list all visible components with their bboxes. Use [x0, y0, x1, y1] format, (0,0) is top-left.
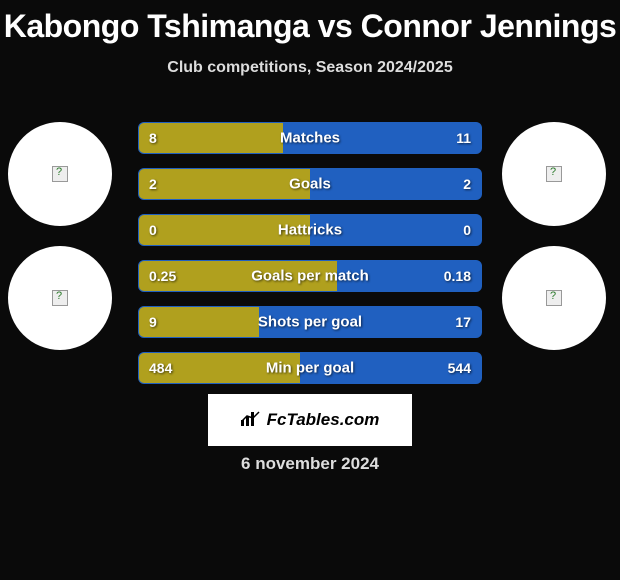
left-player-avatar	[8, 122, 112, 226]
stat-label: Shots per goal	[139, 314, 481, 331]
comparison-bars: 811Matches 22Goals 00Hattricks 0.250.18Goal…	[138, 122, 482, 398]
stat-label: Hattricks	[139, 222, 481, 239]
placeholder-icon	[546, 290, 562, 306]
placeholder-icon	[52, 290, 68, 306]
stat-label: Matches	[139, 130, 481, 147]
left-player-avatars	[8, 122, 118, 370]
page-title: Kabongo Tshimanga vs Connor Jennings	[0, 0, 620, 45]
stat-row: 917Shots per goal	[138, 306, 482, 338]
right-team-avatar	[502, 246, 606, 350]
right-player-avatars	[502, 122, 612, 370]
stat-row: 0.250.18Goals per match	[138, 260, 482, 292]
logo-box: FcTables.com	[208, 394, 412, 446]
stat-label: Goals per match	[139, 268, 481, 285]
page-subtitle: Club competitions, Season 2024/2025	[0, 59, 620, 77]
date-text: 6 november 2024	[0, 454, 620, 474]
stat-row: 22Goals	[138, 168, 482, 200]
stat-row: 811Matches	[138, 122, 482, 154]
logo-text: FcTables.com	[267, 410, 380, 430]
placeholder-icon	[52, 166, 68, 182]
stat-label: Min per goal	[139, 360, 481, 377]
left-team-avatar	[8, 246, 112, 350]
stat-label: Goals	[139, 176, 481, 193]
stat-row: 00Hattricks	[138, 214, 482, 246]
chart-icon	[241, 410, 261, 431]
right-player-avatar	[502, 122, 606, 226]
placeholder-icon	[546, 166, 562, 182]
stat-row: 484544Min per goal	[138, 352, 482, 384]
